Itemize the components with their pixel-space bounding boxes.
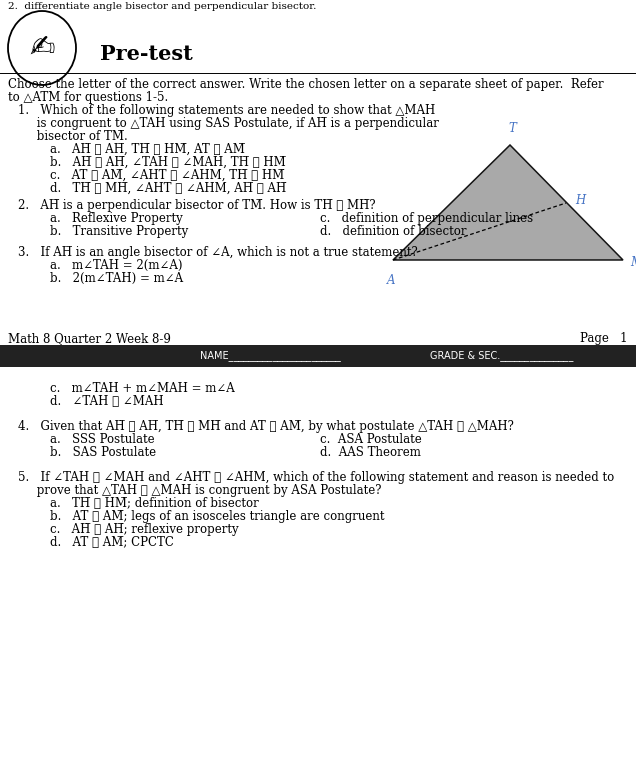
- Text: Math 8 Quarter 2 Week 8-9: Math 8 Quarter 2 Week 8-9: [8, 332, 171, 345]
- Text: b.   AT̅ ≅ AM̅; legs of an isosceles triangle are congruent: b. AT̅ ≅ AM̅; legs of an isosceles trian…: [50, 510, 385, 523]
- Text: a.   m∠TAH = 2(m∠A): a. m∠TAH = 2(m∠A): [50, 259, 183, 272]
- Text: b.   Transitive Property: b. Transitive Property: [50, 225, 188, 238]
- Text: 2.  differentiate angle bisector and perpendicular bisector.: 2. differentiate angle bisector and perp…: [8, 2, 316, 11]
- Text: Pre-test: Pre-test: [100, 44, 193, 64]
- Text: a.   AH̅ ≅ AH̅, TH̅ ≅ HM̅, AT̅ ≅ AM̅: a. AH̅ ≅ AH̅, TH̅ ≅ HM̅, AT̅ ≅ AM̅: [50, 143, 245, 156]
- Text: a.   Reflexive Property: a. Reflexive Property: [50, 212, 183, 225]
- Bar: [0, 345, 636, 367]
- Text: NAME_______________________: NAME_______________________: [200, 350, 341, 361]
- Text: b.   AH̅ ≅ AH̅, ∠TAH ≅ ∠MAH, TH̅ ≅ HM̅: b. AH̅ ≅ AH̅, ∠TAH ≅ ∠MAH, TH̅ ≅ HM̅: [50, 156, 286, 169]
- Text: d.   AT̅ ≅ AM̅; CPCTC: d. AT̅ ≅ AM̅; CPCTC: [50, 536, 174, 549]
- Text: b.   SAS Postulate: b. SAS Postulate: [50, 446, 156, 459]
- Text: 5.   If ∠TAH ≅ ∠MAH and ∠AHT ≅ ∠AHM, which of the following statement and reason: 5. If ∠TAH ≅ ∠MAH and ∠AHT ≅ ∠AHM, which…: [18, 471, 614, 484]
- Text: 4.   Given that AH̅ ≅ AH̅, TH̅ ≅ MH̅ and AT̅ ≅ AM̅, by what postulate △TAH ≅ △MA: 4. Given that AH̅ ≅ AH̅, TH̅ ≅ MH̅ and A…: [18, 420, 514, 433]
- Text: c.   m∠TAH + m∠MAH = m∠A: c. m∠TAH + m∠MAH = m∠A: [50, 382, 235, 395]
- Text: d.   definition of bisector: d. definition of bisector: [320, 225, 466, 238]
- Text: c.   AT̅ ≅ AM̅, ∠AHT ≅ ∠AHM, TH̅ ≅ HM̅: c. AT̅ ≅ AM̅, ∠AHT ≅ ∠AHM, TH̅ ≅ HM̅: [50, 169, 284, 182]
- Text: M: M: [630, 256, 636, 269]
- Text: d.   TH̅ ≅ MH̅, ∠AHT ≅ ∠AHM, AH̅ ≅ AH̅: d. TH̅ ≅ MH̅, ∠AHT ≅ ∠AHM, AH̅ ≅ AH̅: [50, 182, 286, 195]
- Text: ✍: ✍: [29, 34, 55, 62]
- Text: b.   2(m∠TAH) = m∠A: b. 2(m∠TAH) = m∠A: [50, 272, 183, 285]
- Text: prove that △TAH ≅ △MAH is congruent by ASA Postulate?: prove that △TAH ≅ △MAH is congruent by A…: [18, 484, 382, 497]
- Text: 1.   Which of the following statements are needed to show that △MAH: 1. Which of the following statements are…: [18, 104, 435, 117]
- Text: c.   AH̅ ≅ AH̅; reflexive property: c. AH̅ ≅ AH̅; reflexive property: [50, 523, 238, 536]
- Polygon shape: [393, 145, 623, 260]
- Text: to △ATM for questions 1-5.: to △ATM for questions 1-5.: [8, 91, 169, 104]
- Text: c.  ASA Postulate: c. ASA Postulate: [320, 433, 422, 446]
- Text: a.   SSS Postulate: a. SSS Postulate: [50, 433, 155, 446]
- Text: is congruent to △TAH using SAS Postulate, if AH̅ is a perpendicular: is congruent to △TAH using SAS Postulate…: [18, 117, 439, 130]
- Text: c.   definition of perpendicular lines: c. definition of perpendicular lines: [320, 212, 533, 225]
- Text: H: H: [575, 193, 585, 206]
- Text: bisector of TM̅.: bisector of TM̅.: [18, 130, 128, 143]
- Text: A: A: [387, 274, 395, 287]
- Text: T: T: [508, 122, 516, 135]
- Text: d.  AAS Theorem: d. AAS Theorem: [320, 446, 421, 459]
- Text: 3.   If AH̅ is an angle bisector of ∠A, which is not a true statement?: 3. If AH̅ is an angle bisector of ∠A, wh…: [18, 246, 418, 259]
- Text: Page   1: Page 1: [581, 332, 628, 345]
- Text: a.   TH̅ ≅ HM̅; definition of bisector: a. TH̅ ≅ HM̅; definition of bisector: [50, 497, 259, 510]
- Text: GRADE & SEC._______________: GRADE & SEC._______________: [430, 350, 574, 361]
- Text: 2.   AH̅ is a perpendicular bisector of TM̅. How is TH̅ ≅ MH̅?: 2. AH̅ is a perpendicular bisector of TM…: [18, 199, 376, 212]
- Text: d.   ∠TAH ≅ ∠MAH: d. ∠TAH ≅ ∠MAH: [50, 395, 163, 408]
- Text: Choose the letter of the correct answer. Write the chosen letter on a separate s: Choose the letter of the correct answer.…: [8, 78, 604, 91]
